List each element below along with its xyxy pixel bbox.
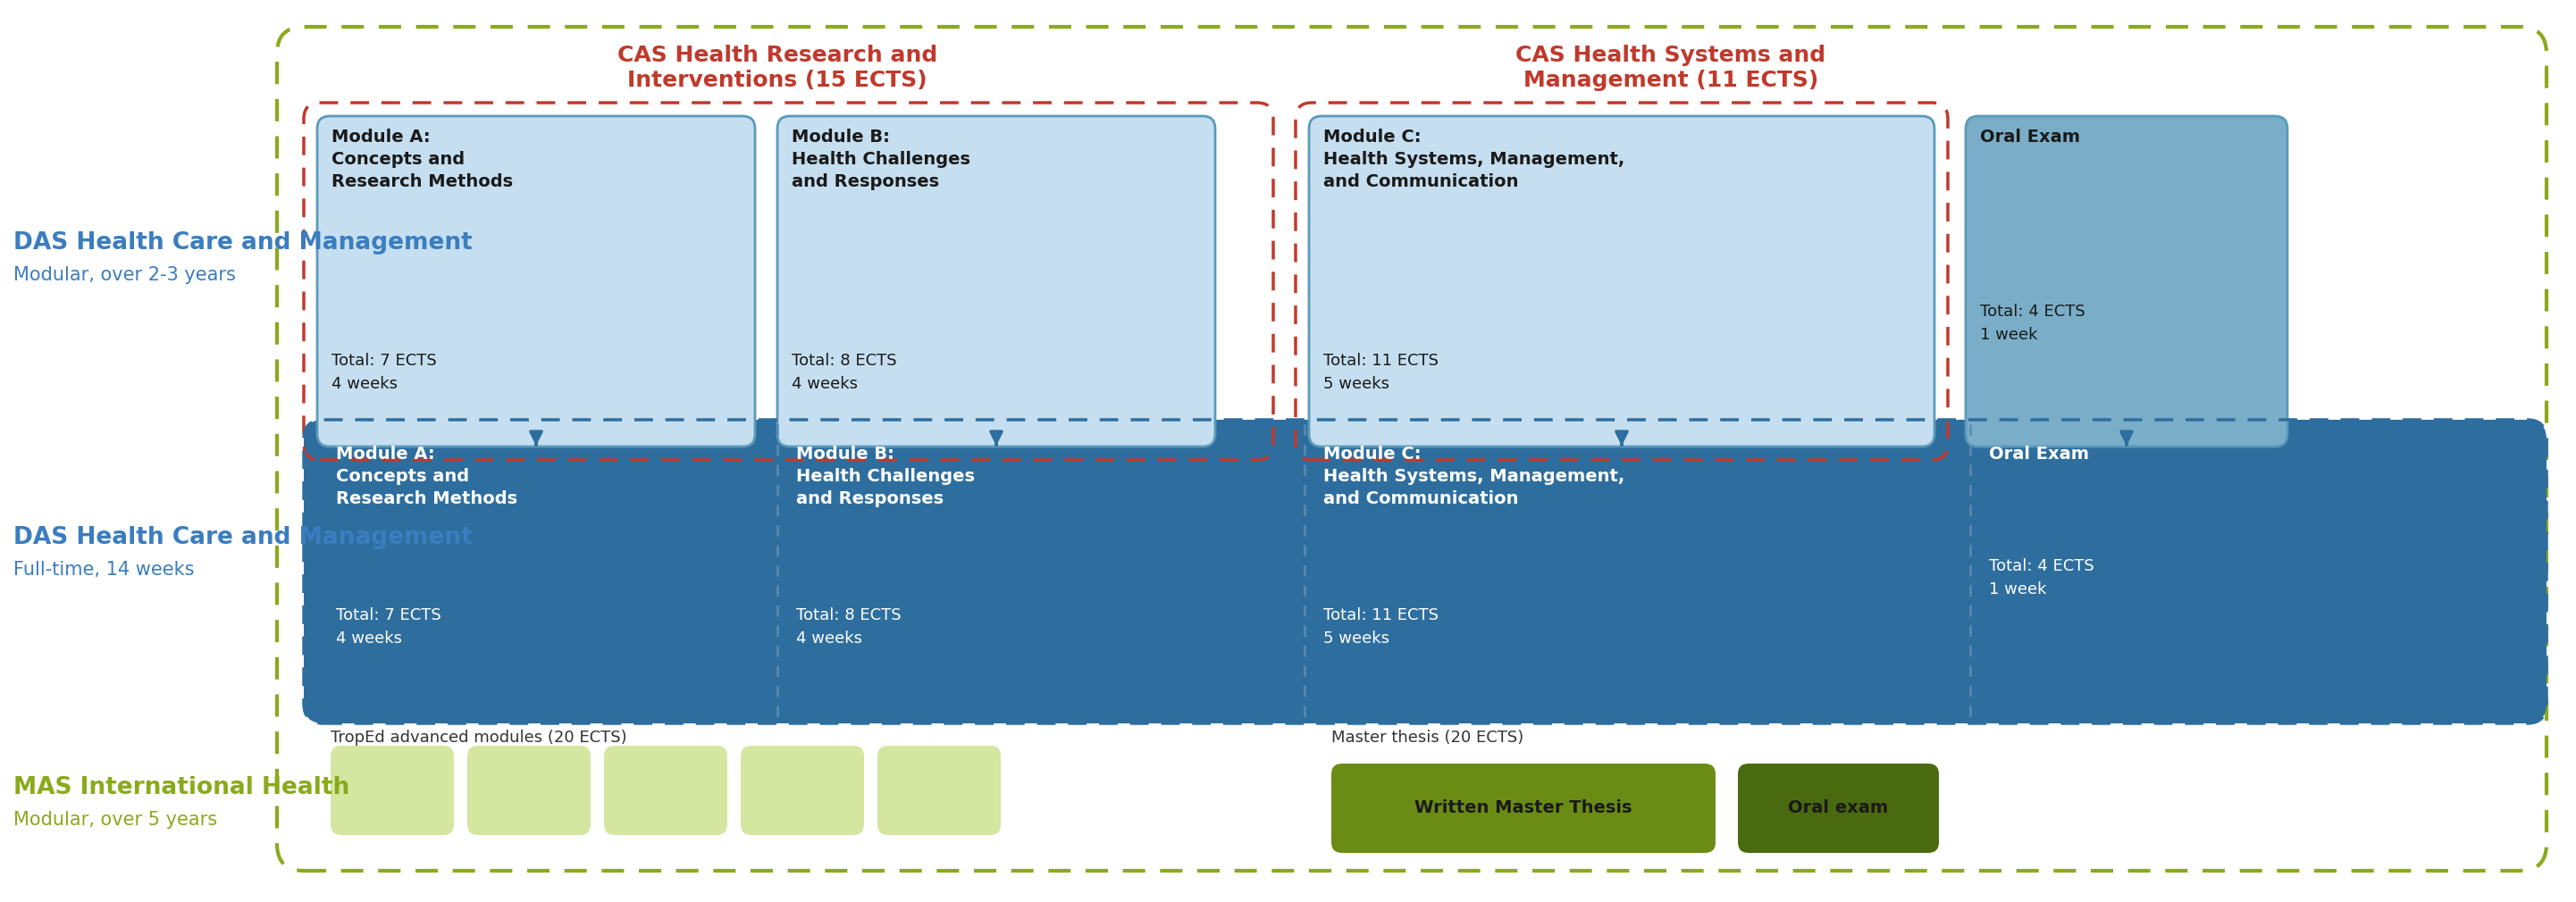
Text: Total: 4 ECTS
1 week: Total: 4 ECTS 1 week xyxy=(1981,304,2084,344)
FancyBboxPatch shape xyxy=(1309,116,1935,446)
Text: DAS Health Care and Management: DAS Health Care and Management xyxy=(13,526,471,549)
FancyBboxPatch shape xyxy=(778,116,1216,446)
Text: Modular, over 2-3 years: Modular, over 2-3 years xyxy=(13,266,237,284)
Text: Written Master Thesis: Written Master Thesis xyxy=(1414,800,1633,816)
Text: CAS Health Research and
Interventions (15 ECTS): CAS Health Research and Interventions (1… xyxy=(618,45,938,91)
Text: Module A:
Concepts and
Research Methods: Module A: Concepts and Research Methods xyxy=(332,129,513,190)
FancyBboxPatch shape xyxy=(1332,764,1716,853)
Text: Oral Exam: Oral Exam xyxy=(1989,446,2089,463)
FancyBboxPatch shape xyxy=(603,746,726,835)
Text: Module A:
Concepts and
Research Methods: Module A: Concepts and Research Methods xyxy=(335,446,518,507)
Text: Total: 7 ECTS
4 weeks: Total: 7 ECTS 4 weeks xyxy=(335,607,440,647)
FancyBboxPatch shape xyxy=(1965,116,2287,446)
Text: TropEd advanced modules (20 ECTS): TropEd advanced modules (20 ECTS) xyxy=(330,730,626,746)
FancyBboxPatch shape xyxy=(466,746,590,835)
Text: Module B:
Health Challenges
and Responses: Module B: Health Challenges and Response… xyxy=(791,129,971,190)
Text: Total: 11 ECTS
5 weeks: Total: 11 ECTS 5 weeks xyxy=(1324,353,1437,392)
Text: Master thesis (20 ECTS): Master thesis (20 ECTS) xyxy=(1332,730,1522,746)
Text: Module C:
Health Systems, Management,
and Communication: Module C: Health Systems, Management, an… xyxy=(1324,129,1625,190)
Text: Module C:
Health Systems, Management,
and Communication: Module C: Health Systems, Management, an… xyxy=(1324,446,1625,507)
FancyBboxPatch shape xyxy=(1739,764,1940,853)
Text: Modular, over 5 years: Modular, over 5 years xyxy=(13,811,216,829)
FancyBboxPatch shape xyxy=(330,746,453,835)
FancyBboxPatch shape xyxy=(742,746,863,835)
Text: Total: 8 ECTS
4 weeks: Total: 8 ECTS 4 weeks xyxy=(796,607,902,647)
Text: Full-time, 14 weeks: Full-time, 14 weeks xyxy=(13,561,193,579)
Text: Total: 11 ECTS
5 weeks: Total: 11 ECTS 5 weeks xyxy=(1324,607,1437,647)
Text: MAS International Health: MAS International Health xyxy=(13,776,350,799)
Text: Oral exam: Oral exam xyxy=(1788,800,1888,816)
FancyBboxPatch shape xyxy=(304,419,2548,723)
Text: Total: 4 ECTS
1 week: Total: 4 ECTS 1 week xyxy=(1989,558,2094,598)
Text: Module B:
Health Challenges
and Responses: Module B: Health Challenges and Response… xyxy=(796,446,974,507)
Text: Total: 7 ECTS
4 weeks: Total: 7 ECTS 4 weeks xyxy=(332,353,438,392)
FancyBboxPatch shape xyxy=(317,116,755,446)
Text: Total: 8 ECTS
4 weeks: Total: 8 ECTS 4 weeks xyxy=(791,353,896,392)
Text: CAS Health Systems and
Management (11 ECTS): CAS Health Systems and Management (11 EC… xyxy=(1515,45,1826,91)
FancyBboxPatch shape xyxy=(878,746,999,835)
Text: Oral Exam: Oral Exam xyxy=(1981,129,2079,145)
Text: DAS Health Care and Management: DAS Health Care and Management xyxy=(13,231,471,254)
